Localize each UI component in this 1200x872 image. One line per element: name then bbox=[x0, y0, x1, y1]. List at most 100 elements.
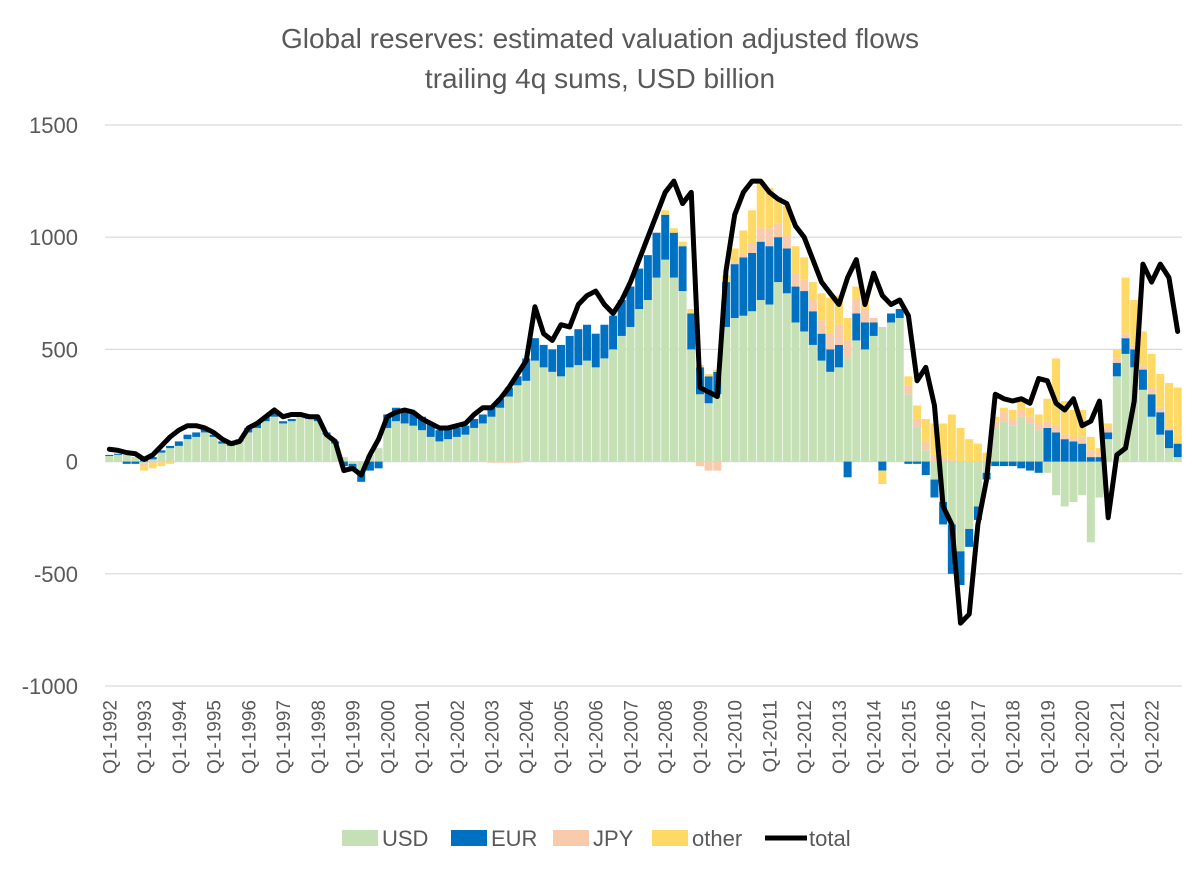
bar-other bbox=[1121, 277, 1130, 334]
bar-usd bbox=[800, 331, 809, 462]
bar-other bbox=[800, 257, 809, 280]
bar-eur bbox=[930, 479, 939, 498]
legend-label: USD bbox=[382, 826, 428, 851]
bar-eur bbox=[131, 461, 140, 464]
y-tick-label: -1000 bbox=[22, 674, 78, 699]
bar-eur bbox=[1086, 457, 1095, 462]
bar-usd bbox=[617, 335, 626, 462]
bar-jpy bbox=[904, 385, 913, 395]
bar-jpy bbox=[496, 461, 505, 463]
x-tick-label: Q1-2009 bbox=[691, 700, 712, 774]
legend-label: total bbox=[809, 826, 851, 851]
bar-usd bbox=[339, 457, 348, 462]
chart-title: Global reserves: estimated valuation adj… bbox=[281, 23, 919, 54]
legend-swatch-usd bbox=[342, 830, 378, 846]
bar-jpy bbox=[1138, 365, 1147, 370]
x-tick-label: Q1-1993 bbox=[135, 700, 156, 774]
bar-jpy bbox=[834, 324, 843, 345]
bar-usd bbox=[704, 403, 713, 462]
bar-eur bbox=[444, 427, 453, 440]
bar-eur bbox=[652, 232, 661, 278]
bar-jpy bbox=[1121, 333, 1130, 339]
bar-usd bbox=[226, 445, 235, 462]
bar-other bbox=[1112, 349, 1121, 359]
bar-eur bbox=[1095, 457, 1104, 462]
bar-eur bbox=[1078, 443, 1087, 462]
bar-eur bbox=[913, 461, 922, 464]
bar-eur bbox=[852, 313, 861, 341]
bar-jpy bbox=[513, 461, 522, 463]
bar-jpy bbox=[991, 421, 1000, 428]
bar-jpy bbox=[939, 457, 948, 462]
bar-eur bbox=[192, 432, 201, 437]
bar-jpy bbox=[913, 418, 922, 428]
bar-other bbox=[939, 423, 948, 458]
bar-usd bbox=[869, 335, 878, 462]
bar-usd bbox=[722, 326, 731, 462]
bar-usd bbox=[1095, 461, 1104, 498]
bar-other bbox=[826, 297, 835, 334]
bar-jpy bbox=[1008, 418, 1017, 426]
bar-eur bbox=[626, 286, 635, 327]
bar-eur bbox=[756, 241, 765, 301]
x-tick-label: Q1-2004 bbox=[517, 700, 538, 774]
bar-usd bbox=[643, 300, 652, 462]
bar-other bbox=[704, 374, 713, 377]
legend-label: other bbox=[692, 826, 742, 851]
bar-eur bbox=[539, 344, 548, 368]
bar-usd bbox=[461, 434, 470, 462]
bar-eur bbox=[687, 313, 696, 350]
bar-usd bbox=[400, 423, 409, 462]
bar-other bbox=[921, 418, 930, 442]
bar-usd bbox=[956, 461, 965, 552]
bar-usd bbox=[583, 360, 592, 462]
bar-eur bbox=[678, 246, 687, 292]
bar-jpy bbox=[1104, 427, 1113, 433]
bar-usd bbox=[261, 421, 270, 462]
bar-jpy bbox=[1034, 423, 1043, 431]
bar-eur bbox=[748, 252, 757, 312]
bar-usd bbox=[279, 423, 288, 462]
bar-eur bbox=[426, 423, 435, 437]
bar-other bbox=[973, 443, 982, 462]
bar-eur bbox=[939, 501, 948, 525]
bar-usd bbox=[391, 421, 400, 462]
bar-eur bbox=[800, 291, 809, 332]
bar-eur bbox=[1052, 432, 1061, 462]
y-tick-label: 500 bbox=[41, 337, 78, 362]
bar-eur bbox=[418, 416, 427, 431]
bar-usd bbox=[1147, 416, 1156, 462]
x-tick-label: Q1-2003 bbox=[483, 700, 504, 774]
bar-eur bbox=[461, 425, 470, 435]
bar-usd bbox=[1008, 425, 1017, 462]
bar-usd bbox=[426, 436, 435, 462]
bar-eur bbox=[904, 461, 913, 464]
legend-label: EUR bbox=[491, 826, 537, 851]
bar-jpy bbox=[1164, 427, 1173, 431]
bar-other bbox=[1060, 401, 1069, 435]
bar-jpy bbox=[739, 252, 748, 258]
bar-jpy bbox=[1043, 421, 1052, 428]
x-tick-label: Q1-2019 bbox=[1038, 700, 1059, 774]
bar-jpy bbox=[800, 279, 809, 292]
bar-jpy bbox=[1086, 450, 1095, 458]
bar-jpy bbox=[748, 243, 757, 253]
x-tick-label: Q1-2020 bbox=[1073, 700, 1094, 774]
bar-usd bbox=[357, 461, 366, 471]
bar-usd bbox=[409, 425, 418, 462]
bar-jpy bbox=[817, 320, 826, 334]
bar-usd bbox=[834, 367, 843, 462]
bar-usd bbox=[313, 421, 322, 462]
bar-jpy bbox=[1052, 425, 1061, 433]
bar-eur bbox=[409, 412, 418, 426]
bar-usd bbox=[1156, 434, 1165, 462]
bar-eur bbox=[1173, 443, 1182, 458]
bar-usd bbox=[921, 450, 930, 462]
bar-eur bbox=[209, 434, 218, 437]
legend-swatch-other bbox=[652, 830, 688, 846]
bar-eur bbox=[556, 344, 565, 377]
bar-usd bbox=[148, 459, 157, 462]
x-tick-label: Q1-2011 bbox=[760, 700, 781, 773]
bar-eur bbox=[148, 457, 157, 460]
bar-jpy bbox=[730, 261, 739, 265]
